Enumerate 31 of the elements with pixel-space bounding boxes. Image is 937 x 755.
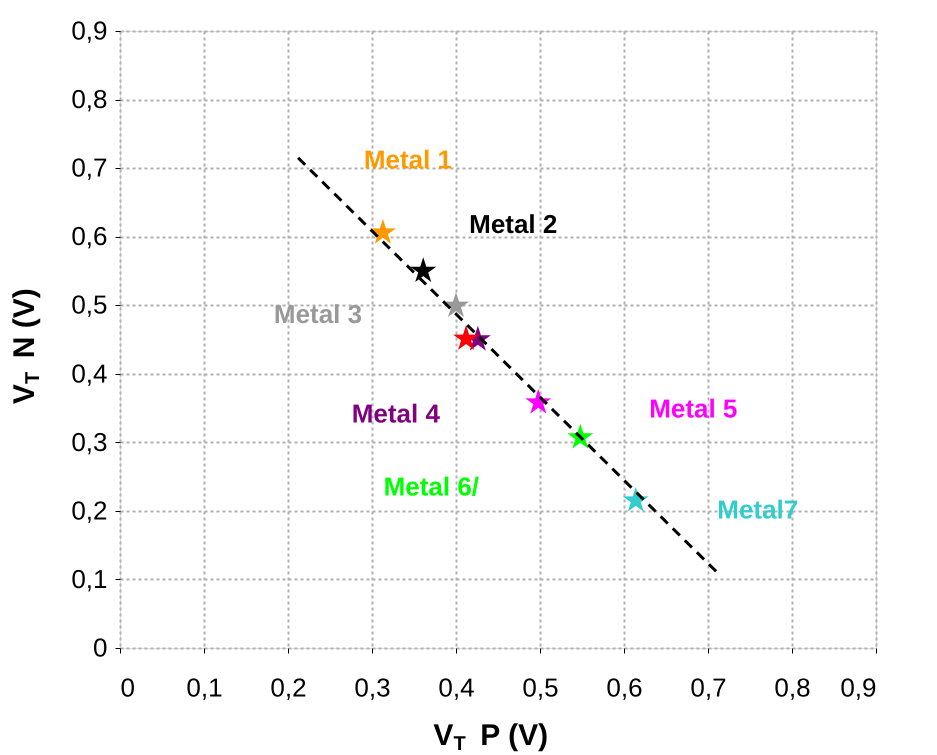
y-tick-label: 0 xyxy=(93,632,108,662)
point xyxy=(370,218,396,244)
y-tick-label: 0,6 xyxy=(71,221,108,252)
y-tick-label: 0,5 xyxy=(71,290,108,320)
y-tick-label: 0,7 xyxy=(71,152,108,183)
y-tick-label: 0,8 xyxy=(71,84,108,114)
point xyxy=(453,325,480,350)
text: Metal 3 xyxy=(274,298,362,329)
text: Metal 6/ xyxy=(384,472,480,502)
text: Metal 4 xyxy=(352,398,440,428)
x-tick-label: 0,1 xyxy=(186,672,223,702)
x-tick-label: 0,5 xyxy=(522,672,559,702)
y-tick-label: 0,4 xyxy=(71,358,108,388)
y-tick-label: 0,9 xyxy=(71,16,108,46)
x-tick-label: 0,6 xyxy=(606,672,643,702)
x-tick-label: 0 xyxy=(120,672,135,702)
x-tick-label: 0,9 xyxy=(840,672,876,702)
text: Metal 5 xyxy=(649,394,738,424)
x-tick-label: 0,8 xyxy=(774,672,811,702)
x-tick-label: 0,2 xyxy=(270,672,307,702)
series-label: Metal 2 xyxy=(469,208,558,239)
x-tick-label: 0,4 xyxy=(438,672,475,702)
y-tick-label: 0,1 xyxy=(71,564,108,594)
y-tick-label: 0,2 xyxy=(71,495,108,526)
x-tick-label: 0,7 xyxy=(690,672,727,702)
y-axis-title: VTN (V) xyxy=(8,288,44,404)
text: Metal7 xyxy=(717,494,798,525)
point xyxy=(410,257,436,282)
x-tick-label: 0,3 xyxy=(354,672,391,702)
series-label: Metal 1 xyxy=(364,144,452,175)
y-tick-label: 0,3 xyxy=(71,426,108,457)
